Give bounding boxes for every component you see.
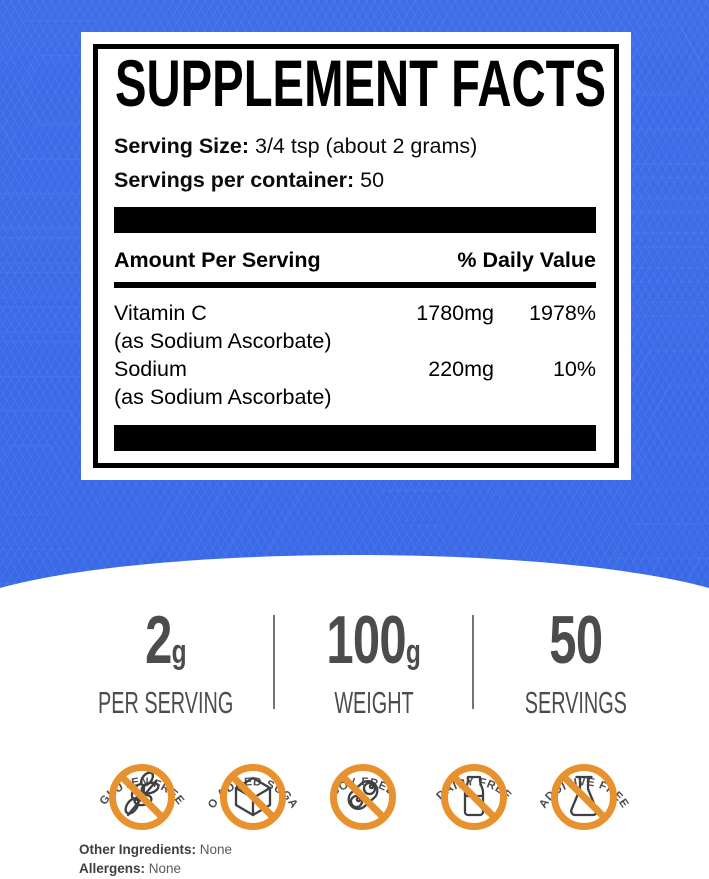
- allergens-value: None: [148, 861, 182, 876]
- stat-unit: g: [405, 633, 421, 671]
- nutrient-amount: 1780mg: [416, 301, 494, 325]
- allergens-label: Allergens:: [79, 861, 146, 876]
- serving-size-value: 3/4 tsp (about 2 grams): [255, 134, 478, 158]
- serving-size-label: Serving Size:: [114, 134, 250, 158]
- allergens-line: Allergens: None: [79, 859, 232, 878]
- nutrient-daily-value: 10%: [552, 357, 596, 381]
- stat-number: 100: [326, 602, 406, 678]
- nutrient-source-note: (as Sodium Ascorbate): [114, 329, 332, 353]
- prohibition-slash: [229, 774, 276, 820]
- prohibition-circle: [330, 764, 396, 830]
- stat-value: 50: [549, 606, 603, 682]
- table-row: Sodium 220mg 10%: [114, 355, 596, 383]
- blue-hex-background: SUPPLEMENT FACTS Serving Size: 3/4 tsp (…: [0, 0, 709, 600]
- prohibition-slash: [561, 774, 607, 820]
- prohibition-slash: [340, 774, 386, 820]
- stat-weight: 100g WEIGHT: [275, 606, 472, 718]
- nutrient-source-note: (as Sodium Ascorbate): [114, 385, 332, 409]
- white-curve-divider: [0, 555, 709, 600]
- nutrient-amount: 220mg: [428, 357, 494, 381]
- no-added-sugar-badge: NO ADDED SUGAR: [201, 737, 299, 830]
- supplement-facts-border-box: SUPPLEMENT FACTS Serving Size: 3/4 tsp (…: [93, 44, 619, 468]
- other-ingredients-value: None: [199, 842, 233, 857]
- stat-label: PER SERVING: [97, 685, 234, 720]
- stat-servings: 50 SERVINGS: [474, 606, 678, 718]
- prohibition-circle: [219, 764, 286, 830]
- stat-value: 100g: [326, 606, 421, 682]
- nutrient-daily-value: 1978%: [529, 301, 596, 325]
- servings-per-container-value: 50: [360, 168, 385, 192]
- vertical-divider: [472, 615, 474, 709]
- page-title: SUPPLEMENT FACTS: [115, 55, 606, 113]
- nutrient-name: Sodium: [114, 357, 187, 381]
- supplement-facts-panel: SUPPLEMENT FACTS Serving Size: 3/4 tsp (…: [81, 32, 631, 480]
- nutrient-name: Vitamin C: [114, 301, 207, 325]
- prohibition-slash: [119, 774, 165, 820]
- soy-free-badge: SOY FREE: [329, 764, 397, 830]
- key-stats-strip: 2g PER SERVING 100g WEIGHT 50 SERVINGS: [58, 606, 680, 718]
- nutrient-table: Vitamin C 1780mg 1978% (as Sodium Ascorb…: [114, 299, 596, 411]
- header-underline: [114, 282, 596, 288]
- stat-label: WEIGHT: [333, 685, 414, 720]
- servings-per-container-label: Servings per container:: [114, 168, 355, 192]
- stat-number: 2: [144, 602, 172, 678]
- additive-free-badge: ADDITIVE FREE: [537, 764, 630, 830]
- gluten-free-badge: GLUTEN FREE: [98, 764, 186, 830]
- servings-per-container-line: Servings per container: 50: [114, 167, 596, 193]
- serving-size-line: Serving Size: 3/4 tsp (about 2 grams): [114, 133, 596, 159]
- daily-value-header: % Daily Value: [457, 248, 596, 272]
- amount-per-serving-header: Amount Per Serving: [114, 248, 321, 272]
- other-ingredients-line: Other Ingredients: None: [79, 840, 232, 859]
- prohibition-circle: [440, 764, 507, 830]
- table-row: Vitamin C 1780mg 1978%: [114, 299, 596, 327]
- prohibition-circle: [551, 764, 617, 830]
- other-ingredients-label: Other Ingredients:: [79, 842, 197, 857]
- stat-per-serving: 2g PER SERVING: [58, 606, 273, 718]
- supplement-facts-title: SUPPLEMENT FACTS: [115, 55, 606, 113]
- prohibition-circle: [109, 764, 175, 830]
- free-of-badges-row: GLUTEN FREE NO ADDED SUGAR: [90, 737, 636, 837]
- stat-label: SERVINGS: [524, 685, 628, 720]
- stat-unit: g: [171, 633, 187, 671]
- thick-divider-bottom: [114, 425, 596, 451]
- dairy-free-badge: DAIRY FREE: [434, 764, 512, 830]
- stat-value: 2g: [145, 606, 187, 682]
- table-header-row: Amount Per Serving % Daily Value: [114, 247, 596, 273]
- stat-number: 50: [549, 602, 603, 678]
- vertical-divider: [273, 615, 275, 709]
- footer-notes: Other Ingredients: None Allergens: None: [79, 840, 232, 878]
- prohibition-slash: [450, 774, 497, 820]
- thick-divider-top: [114, 207, 596, 233]
